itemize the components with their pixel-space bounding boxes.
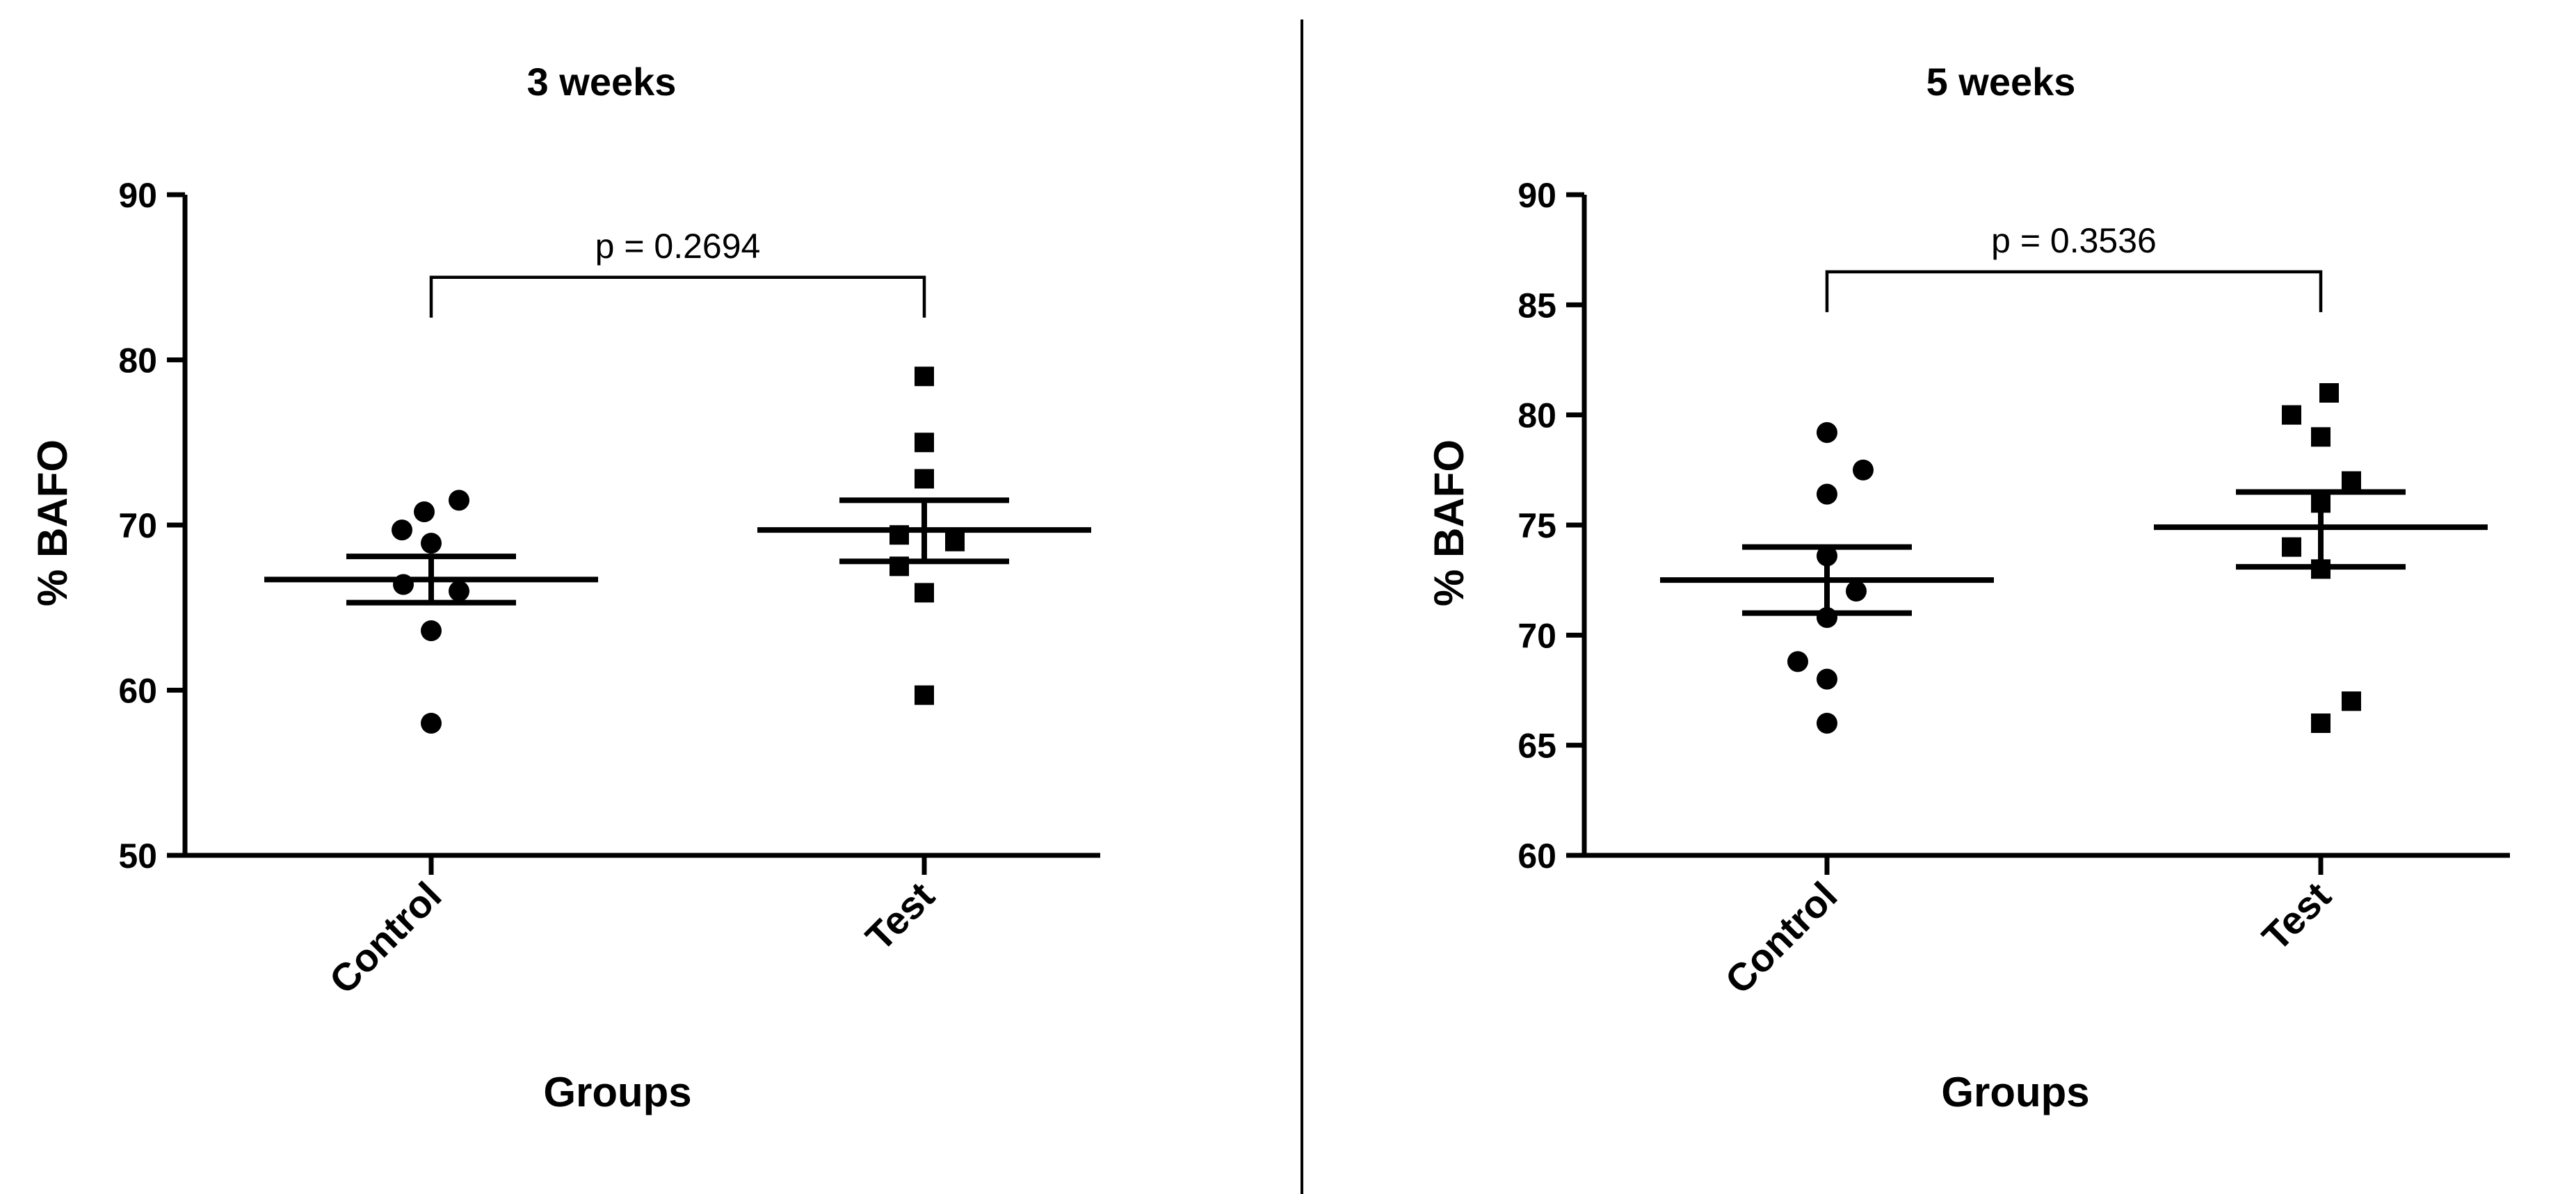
x-axis-title: Groups — [543, 1069, 691, 1115]
data-point-control — [1817, 668, 1837, 690]
significance-bracket — [429, 275, 926, 318]
y-tick-label: 75 — [1518, 506, 1556, 545]
data-point-test — [915, 583, 934, 603]
data-point-control — [1817, 422, 1837, 443]
chart-panel-3-weeks: 3 weeks % BAFO Groups 50 60 70 80 90 Control T… — [29, 60, 1100, 1115]
plot-area: 60 65 70 75 80 85 90 Control Test p = 0.3536 — [1518, 176, 2510, 1002]
data-point-test — [2319, 383, 2339, 403]
y-tick-label: 80 — [118, 341, 157, 380]
y-tick-label: 70 — [118, 506, 157, 545]
significance-bracket — [1825, 270, 2323, 312]
data-point-test — [915, 366, 934, 387]
p-value-label: p = 0.2694 — [595, 227, 761, 266]
data-point-control — [449, 581, 469, 602]
data-point-control — [421, 713, 442, 734]
data-point-control — [1787, 651, 1808, 672]
y-tick-label: 90 — [1518, 176, 1556, 215]
data-point-control — [1817, 713, 1837, 734]
y-tick-label: 65 — [1518, 727, 1556, 766]
data-point-test — [945, 531, 965, 551]
y-tick-label: 90 — [118, 176, 157, 215]
plot-area: 50 60 70 80 90 Control Test p = 0.2694 — [118, 176, 1100, 1002]
data-point-test — [915, 469, 934, 489]
data-point-control — [449, 490, 469, 511]
data-point-control — [1817, 483, 1837, 505]
y-axis-title: % BAFO — [29, 439, 76, 606]
y-tick-label: 85 — [1518, 286, 1556, 325]
x-tick-label: Control — [321, 873, 449, 1002]
chart-title: 5 weeks — [1926, 60, 2076, 104]
y-tick-label: 50 — [118, 837, 157, 876]
data-point-test — [2342, 691, 2361, 711]
data-point-test — [2282, 537, 2301, 557]
chart-title: 3 weeks — [527, 60, 677, 104]
y-tick-label: 70 — [1518, 616, 1556, 655]
y-tick-label: 60 — [118, 672, 157, 711]
data-point-control — [1853, 459, 1874, 481]
data-point-test — [2311, 713, 2331, 733]
y-tick-label: 60 — [1518, 837, 1556, 876]
x-tick-label: Test — [2253, 873, 2339, 959]
data-point-test — [915, 685, 934, 705]
y-tick-label: 80 — [1518, 396, 1556, 435]
x-axis-title: Groups — [1941, 1069, 2089, 1115]
data-point-control — [414, 501, 435, 522]
data-point-control — [392, 519, 412, 541]
chart-panel-5-weeks: 5 weeks % BAFO Groups 60 65 70 75 80 85 90 Cont… — [1426, 60, 2510, 1115]
data-point-test — [2342, 471, 2361, 491]
data-point-control — [1846, 581, 1867, 602]
data-point-control — [421, 533, 442, 554]
data-point-test — [915, 433, 934, 453]
data-point-control — [421, 620, 442, 641]
x-tick-label: Test — [857, 873, 942, 959]
data-point-test — [2311, 427, 2331, 447]
data-point-test — [2282, 405, 2301, 425]
y-axis-title: % BAFO — [1426, 439, 1472, 606]
p-value-label: p = 0.3536 — [1991, 221, 2157, 260]
x-tick-label: Control — [1716, 873, 1845, 1002]
